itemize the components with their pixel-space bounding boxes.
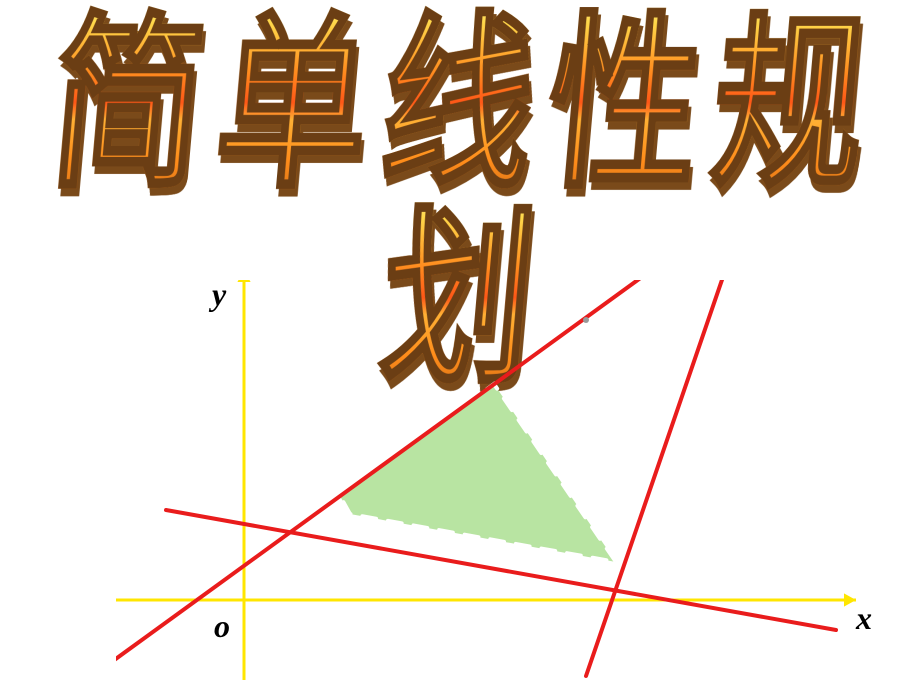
- axis-label-x: x: [856, 600, 872, 637]
- plot-svg: [116, 280, 884, 690]
- title-char-3: 性: [534, 0, 716, 229]
- axis-label-o: o: [214, 608, 230, 645]
- diagram: y o x: [116, 280, 884, 690]
- title: 简 单 线 性 规 划: [0, 10, 920, 270]
- title-char-1: 单: [204, 0, 386, 229]
- title-char-0: 简: [39, 0, 221, 229]
- axis-label-y: y: [212, 276, 226, 313]
- title-char-4: 规: [699, 0, 881, 229]
